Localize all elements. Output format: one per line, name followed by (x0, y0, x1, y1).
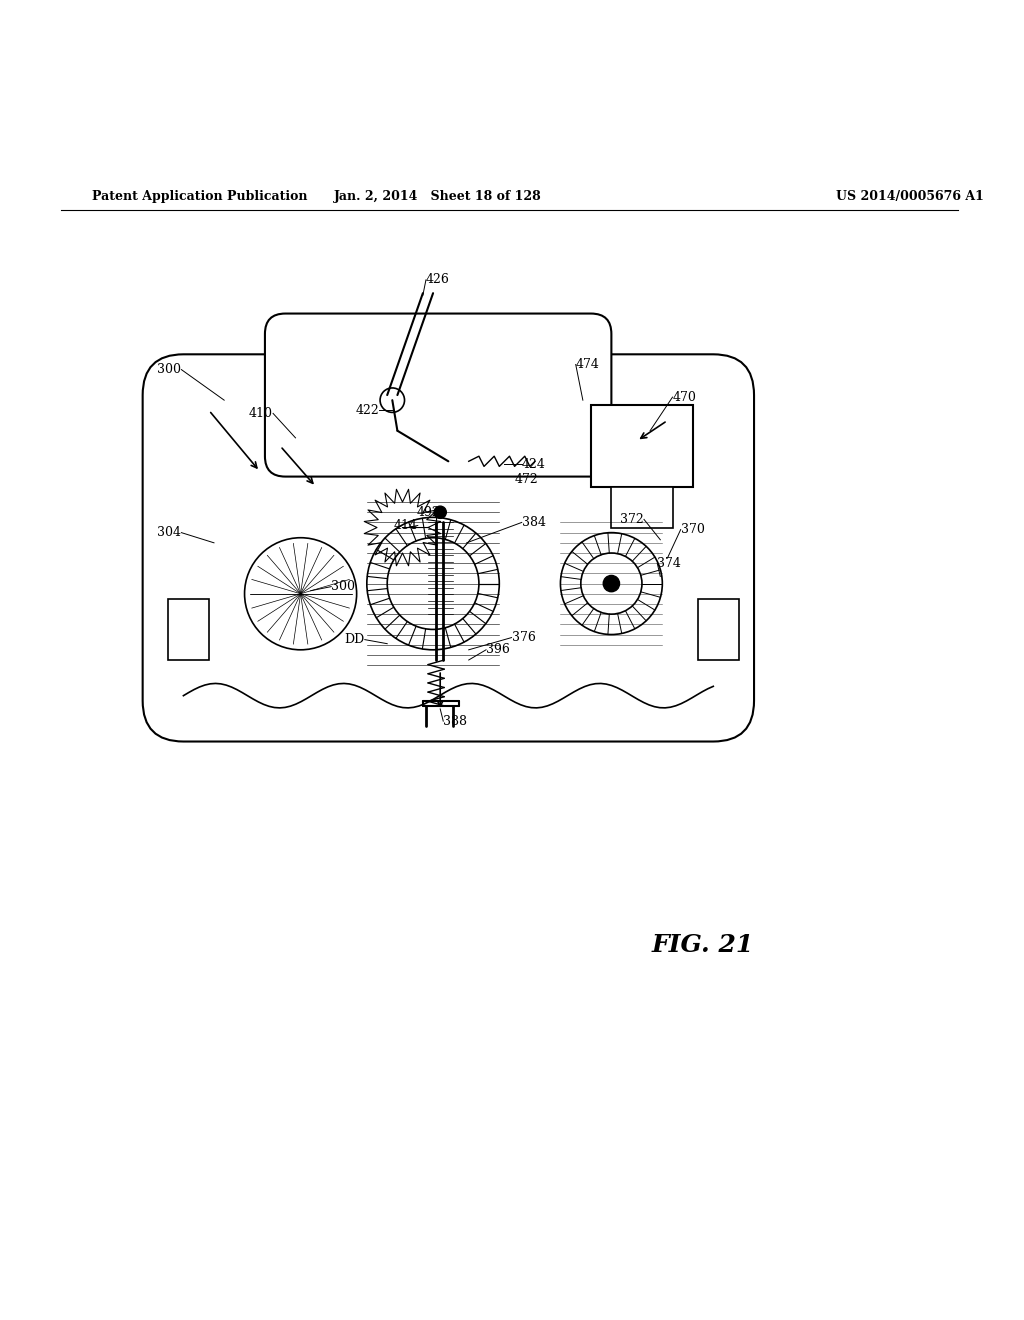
Text: 422: 422 (355, 404, 379, 417)
Bar (591, 405, 693, 487)
Text: 384: 384 (521, 516, 546, 529)
Circle shape (380, 388, 404, 412)
Circle shape (603, 576, 620, 591)
Bar (698, 599, 738, 660)
Text: 424: 424 (521, 458, 546, 471)
Text: 474: 474 (575, 358, 600, 371)
Text: FIG. 21: FIG. 21 (652, 933, 755, 957)
Bar (168, 599, 209, 660)
Text: 374: 374 (657, 557, 681, 570)
Bar (611, 487, 673, 528)
Text: 304: 304 (158, 527, 181, 539)
Text: DD: DD (344, 634, 365, 645)
Text: 472: 472 (515, 473, 539, 486)
Circle shape (245, 537, 356, 649)
Text: 470: 470 (673, 391, 696, 404)
Text: 300: 300 (158, 363, 181, 376)
Text: 492: 492 (417, 506, 440, 519)
Circle shape (581, 553, 642, 614)
Text: US 2014/0005676 A1: US 2014/0005676 A1 (836, 190, 983, 203)
Circle shape (387, 537, 479, 630)
Text: 426: 426 (426, 273, 450, 286)
Text: 410: 410 (249, 407, 273, 420)
Text: Jan. 2, 2014   Sheet 18 of 128: Jan. 2, 2014 Sheet 18 of 128 (334, 190, 542, 203)
Text: 300: 300 (331, 579, 355, 593)
Circle shape (434, 506, 446, 519)
Text: 414: 414 (394, 519, 418, 532)
Text: 396: 396 (486, 643, 510, 656)
Text: Patent Application Publication: Patent Application Publication (92, 190, 307, 203)
Text: 370: 370 (681, 523, 705, 536)
FancyBboxPatch shape (265, 314, 611, 477)
Text: 388: 388 (443, 714, 467, 727)
FancyBboxPatch shape (142, 354, 754, 742)
Text: 372: 372 (621, 513, 644, 525)
Text: 376: 376 (512, 631, 536, 644)
